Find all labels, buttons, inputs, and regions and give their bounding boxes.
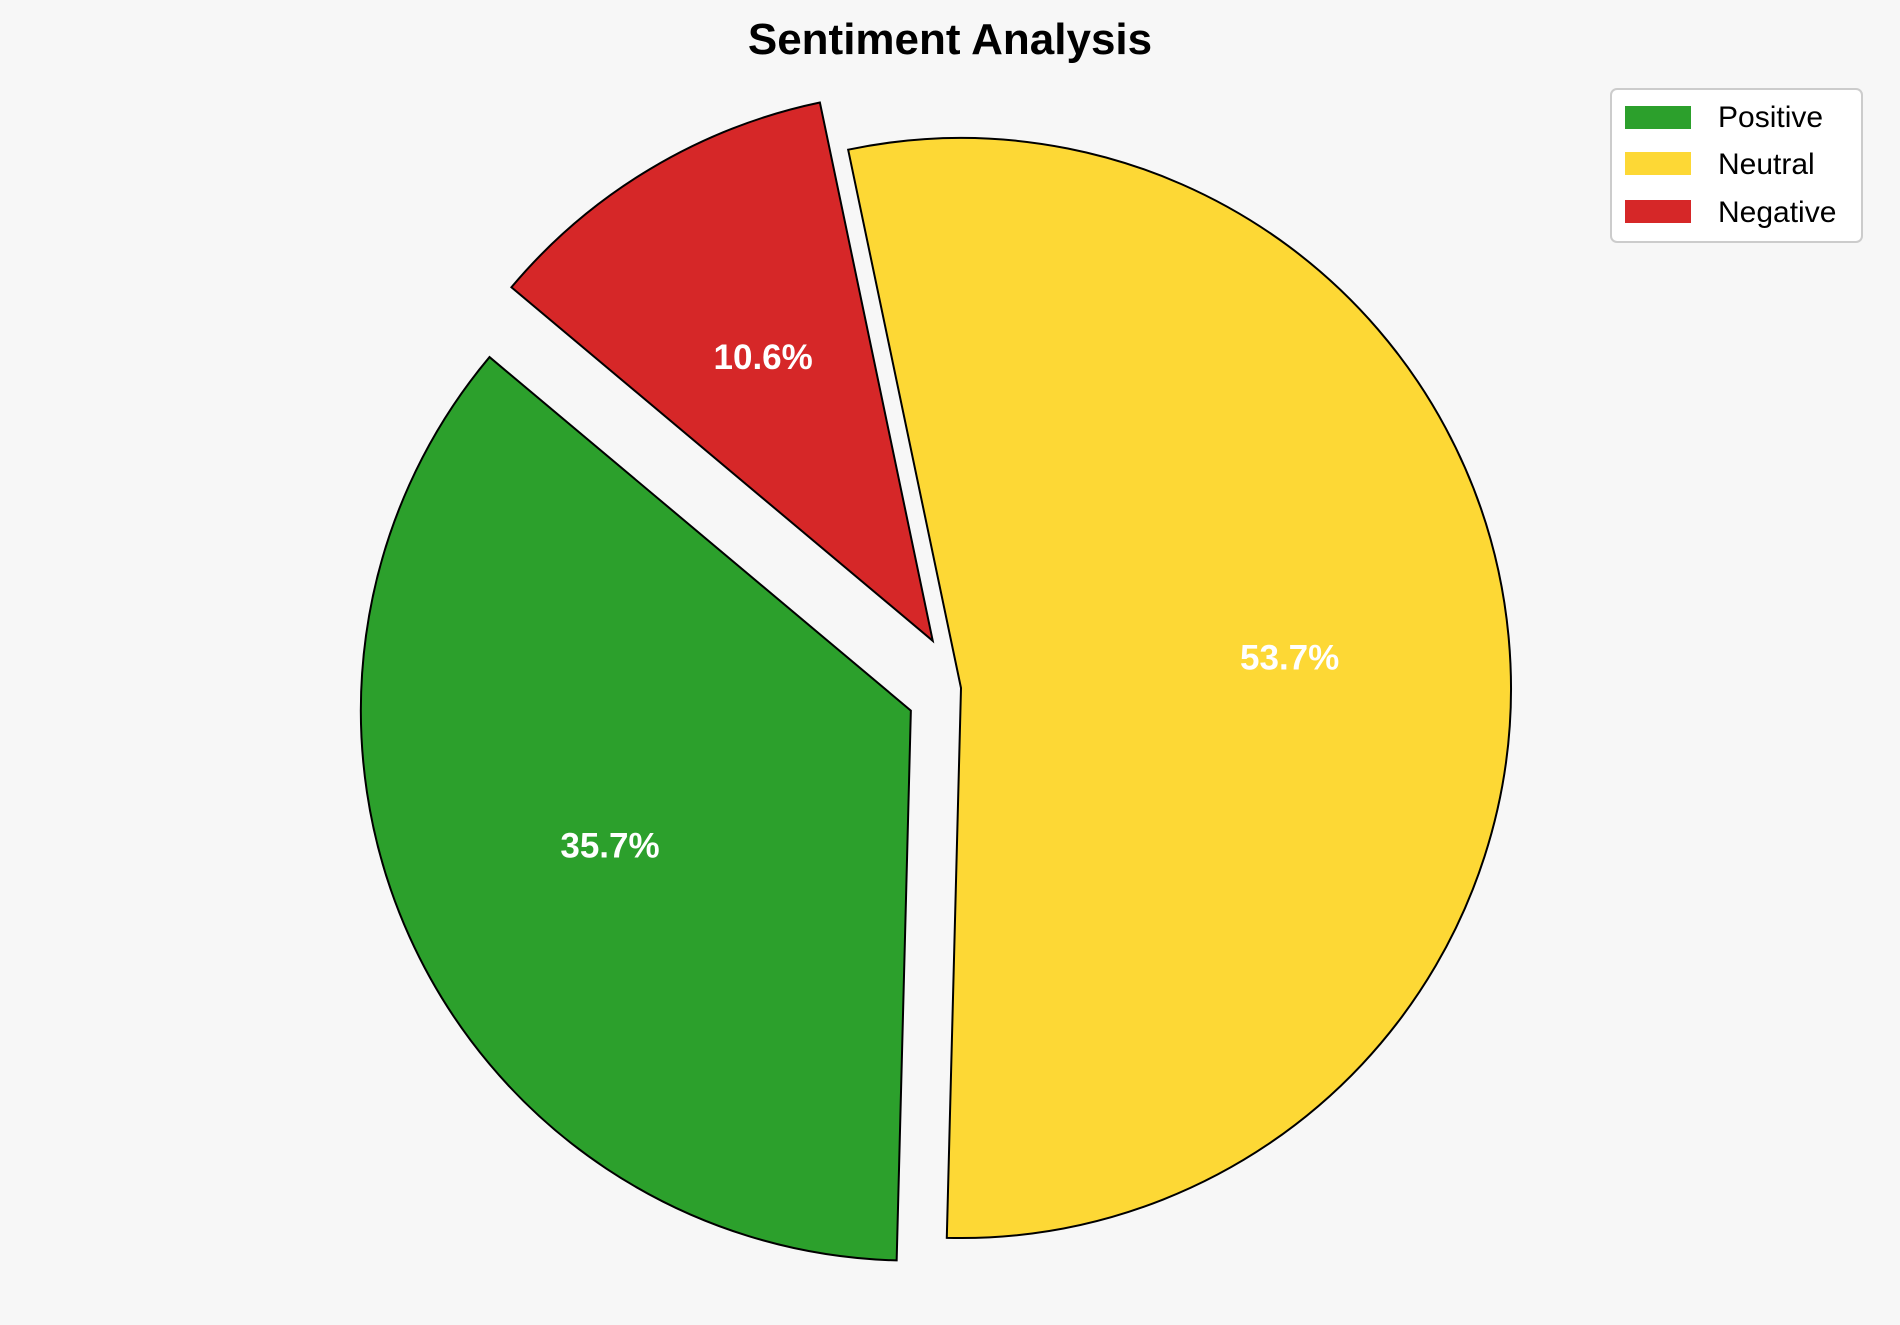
legend-label-negative: Negative xyxy=(1718,196,1836,229)
pie-label-neutral: 53.7% xyxy=(1240,639,1339,678)
legend-swatch-neutral xyxy=(1625,152,1691,175)
legend-label-positive: Positive xyxy=(1718,101,1823,134)
legend-label-neutral: Neutral xyxy=(1718,148,1815,181)
pie-slice-negative xyxy=(510,101,935,644)
legend-swatch-negative xyxy=(1625,200,1691,223)
pie-label-positive: 35.7% xyxy=(560,827,659,866)
pie-slice-labels: 35.7% 53.7% 10.6% xyxy=(560,338,1339,865)
legend: Positive Neutral Negative xyxy=(1610,88,1863,243)
pie-label-negative: 10.6% xyxy=(714,338,813,377)
pie-slice-positive xyxy=(359,355,912,1262)
pie-slice-neutral xyxy=(846,137,1512,1239)
pie-slices xyxy=(359,101,1512,1262)
legend-swatch-positive xyxy=(1625,106,1691,129)
chart-title: Sentiment Analysis xyxy=(748,15,1152,64)
